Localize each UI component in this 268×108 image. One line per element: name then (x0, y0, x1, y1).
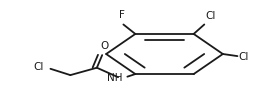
Text: Cl: Cl (206, 11, 216, 21)
Text: F: F (119, 10, 125, 20)
Text: NH: NH (107, 73, 122, 83)
Text: Cl: Cl (239, 52, 249, 62)
Text: O: O (101, 41, 109, 51)
Text: Cl: Cl (34, 62, 44, 72)
